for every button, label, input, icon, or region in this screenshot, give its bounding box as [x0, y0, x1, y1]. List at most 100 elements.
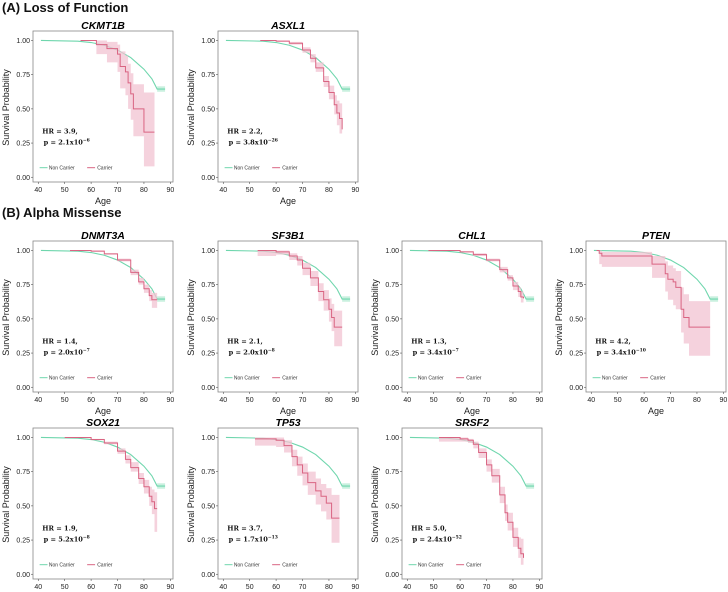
plot-title: TP53	[275, 417, 300, 429]
x-tick-label: 50	[430, 584, 438, 591]
x-tick-label: 50	[61, 397, 69, 404]
x-tick-label: 70	[667, 397, 675, 404]
legend-non-carrier-label: Non Carrier	[49, 165, 75, 171]
y-tick-label: 1.00	[385, 248, 399, 255]
y-tick-label: 0.75	[569, 282, 583, 289]
p-value-base: p = 2.1x10	[44, 138, 84, 146]
x-tick-label: 80	[325, 397, 333, 404]
x-tick-label: 80	[140, 187, 148, 194]
hazard-ratio: HR = 1.4,	[42, 337, 78, 345]
legend-carrier-label: Carrier	[466, 375, 482, 381]
axes-frame	[32, 30, 174, 183]
km-plot: CKMT1B 40 50 60 70 80 90 0.00 0.25 0.50 0.75 1.00 Ag…	[1, 20, 174, 206]
x-tick-label: 50	[246, 397, 254, 404]
legend-non-carrier-label: Non Carrier	[602, 375, 628, 381]
legend-carrier-label: Carrier	[650, 375, 666, 381]
y-tick-label: 0.25	[201, 351, 215, 358]
y-tick-label: 1.00	[569, 248, 583, 255]
p-value-base: p = 1.7x10	[229, 535, 269, 543]
p-value-exponent: −13	[268, 534, 278, 540]
y-axis-label: Survival Probability	[554, 279, 564, 356]
x-axis-label: Age	[95, 406, 111, 416]
hazard-ratio: HR = 1.3,	[411, 337, 447, 345]
x-tick-label: 60	[272, 187, 280, 194]
y-tick-label: 0.50	[16, 503, 30, 510]
axes-frame	[585, 240, 727, 393]
axes-frame	[401, 240, 543, 393]
non-carrier-curve	[409, 436, 535, 487]
y-tick-label: 1.00	[16, 435, 30, 442]
p-value: p = 3.8x10−26	[229, 137, 278, 146]
x-tick-label: 90	[351, 397, 359, 404]
non-carrier-curve	[225, 39, 351, 90]
carrier-ci-band	[64, 437, 158, 532]
non-carrier-curve	[409, 249, 535, 300]
p-value: p = 2.4x10−52	[413, 534, 462, 543]
p-value-exponent: −26	[268, 137, 278, 143]
panel-ckmt1b: CKMT1B 40 50 60 70 80 90 0.00 0.25 0.50 0.75 1.00 Ag…	[0, 0, 190, 210]
y-tick-label: 0.75	[385, 282, 399, 289]
x-tick-label: 40	[403, 584, 411, 591]
km-plot: PTEN 40 50 60 70 80 90 0.00 0.25 0.50 0.75 1.00 Age S…	[554, 230, 727, 416]
legend-carrier-label: Carrier	[282, 562, 298, 568]
section-b-title: (B) Alpha Missense	[2, 205, 122, 220]
carrier-ci-band	[257, 250, 343, 347]
y-axis-label: Survival Probability	[370, 279, 380, 356]
axes-frame	[217, 240, 359, 393]
axes-frame	[32, 427, 174, 580]
axes-frame	[217, 427, 359, 580]
p-value-base: p = 3.4x10	[413, 348, 453, 356]
x-tick-label: 80	[140, 397, 148, 404]
x-tick-label: 80	[509, 584, 517, 591]
y-tick-label: 0.75	[16, 469, 30, 476]
x-tick-label: 60	[272, 584, 280, 591]
x-tick-label: 70	[299, 397, 307, 404]
p-value-exponent: −6	[83, 137, 90, 143]
x-tick-label: 70	[483, 584, 491, 591]
y-tick-label: 0.25	[201, 538, 215, 545]
x-tick-label: 50	[614, 397, 622, 404]
x-tick-label: 60	[87, 187, 95, 194]
y-tick-label: 0.75	[385, 469, 399, 476]
carrier-curve	[260, 39, 343, 130]
y-tick-label: 0.25	[385, 351, 399, 358]
legend-non-carrier-label: Non Carrier	[49, 562, 75, 568]
carrier-ci-band	[254, 437, 340, 543]
plot-title: CHL1	[458, 230, 486, 242]
p-value: p = 5.2x10−8	[44, 534, 90, 543]
panel-srsf2: SRSF2 40 50 60 70 80 90 0.00 0.25 0.50 0.75 1.00 Age…	[369, 395, 559, 592]
y-tick-label: 0.50	[385, 316, 399, 323]
x-tick-label: 80	[325, 584, 333, 591]
x-tick-label: 60	[87, 397, 95, 404]
x-tick-label: 70	[114, 397, 122, 404]
legend-carrier-label: Carrier	[97, 375, 113, 381]
legend-carrier-label: Carrier	[97, 562, 113, 568]
y-tick-label: 0.00	[569, 385, 583, 392]
x-tick-label: 80	[140, 584, 148, 591]
x-tick-label: 90	[166, 584, 174, 591]
carrier-curve	[69, 249, 158, 301]
y-tick-label: 1.00	[16, 38, 30, 45]
y-axis-label: Survival Probability	[186, 69, 196, 146]
plot-title: SF3B1	[272, 230, 305, 242]
x-tick-label: 70	[114, 584, 122, 591]
y-tick-label: 0.00	[16, 175, 30, 182]
non-carrier-curve	[225, 249, 351, 300]
legend-carrier-label: Carrier	[282, 165, 298, 171]
carrier-curve	[596, 249, 711, 328]
p-value: p = 3.4x10−7	[413, 347, 459, 356]
x-tick-label: 90	[535, 584, 543, 591]
x-tick-label: 50	[61, 187, 69, 194]
x-tick-label: 90	[719, 397, 727, 404]
plot-title: ASXL1	[270, 20, 305, 32]
x-tick-label: 50	[246, 584, 254, 591]
plot-title: CKMT1B	[81, 20, 125, 32]
panel-dnmt3a: DNMT3A 40 50 60 70 80 90 0.00 0.25 0.50 0.75 1.00 Ag…	[0, 208, 190, 420]
legend-non-carrier-label: Non Carrier	[49, 375, 75, 381]
x-axis-label: Age	[280, 406, 296, 416]
x-tick-label: 50	[246, 187, 254, 194]
p-value: p = 2.0x10−7	[44, 347, 90, 356]
carrier-ci-band	[260, 40, 343, 152]
axes-frame	[401, 427, 543, 580]
